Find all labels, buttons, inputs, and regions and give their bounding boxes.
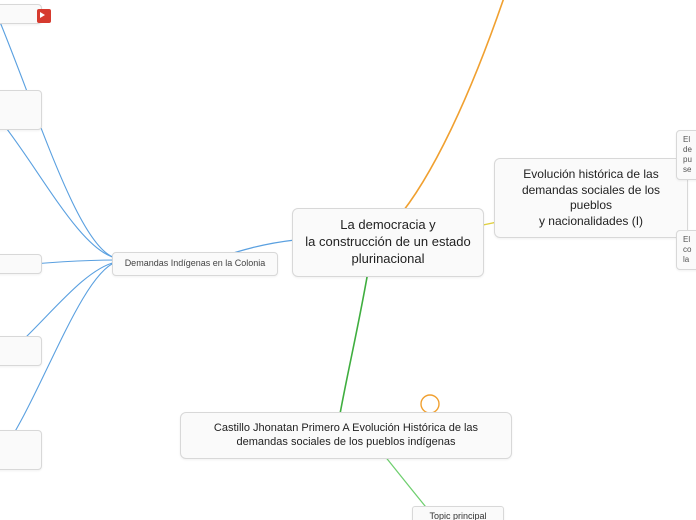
central-line: plurinacional	[305, 251, 471, 268]
stub-text: adanía	[0, 455, 35, 465]
stub-text: pu	[683, 155, 696, 165]
stub-text: El	[683, 135, 696, 145]
mindmap-canvas: { "colors": { "bg": "#ffffff", "nodeBg":…	[0, 0, 696, 520]
stub-text: inamarca.	[0, 259, 35, 269]
stub-text: a kichwa	[0, 351, 35, 361]
left-hub-node[interactable]: Demandas Indígenas en la Colonia	[112, 252, 278, 276]
caption-node[interactable]: Castillo Jhonatan Primero A Evolución Hi…	[180, 412, 512, 459]
stub-text: procura	[0, 435, 35, 445]
right-line: Evolución histórica de las	[507, 167, 675, 183]
attachment-icon	[37, 9, 51, 23]
stub-text: se	[683, 165, 696, 175]
right-stub-0[interactable]: El de pu se	[676, 130, 696, 180]
caption-line: Castillo Jhonatan Primero A Evolución Hi…	[193, 421, 499, 435]
right-stub-1[interactable]: El co la	[676, 230, 696, 270]
stub-text: co	[683, 245, 696, 255]
stub-text: ominio, así	[0, 445, 35, 455]
central-line: la construcción de un estado	[305, 234, 471, 251]
central-node[interactable]: La democracia y la construcción de un es…	[292, 208, 484, 277]
right-line: pueblos	[507, 198, 675, 214]
caption-line: demandas sociales de los pueblos indígen…	[193, 435, 499, 449]
left-stub-0[interactable]: o todas	[0, 4, 42, 24]
stub-text: de	[683, 145, 696, 155]
central-line: La democracia y	[305, 217, 471, 234]
left-stub-2[interactable]: inamarca.	[0, 254, 42, 274]
stub-text: scribir	[0, 95, 35, 105]
stub-text: o todas	[0, 9, 35, 19]
left-stub-3[interactable]: siglo a kichwa	[0, 336, 42, 366]
stub-text: la	[683, 255, 696, 265]
left-stub-1[interactable]: scribir lerno, que a.	[0, 90, 42, 130]
right-line: y nacionalidades (I)	[507, 214, 675, 230]
stub-text: a.	[0, 115, 35, 125]
stub-text: siglo	[0, 341, 35, 351]
left-stub-4[interactable]: procura ominio, así adanía	[0, 430, 42, 470]
topic-node[interactable]: Topic principal	[412, 506, 504, 520]
stub-text: El	[683, 235, 696, 245]
stub-text: lerno, que	[0, 105, 35, 115]
right-node[interactable]: Evolución histórica de las demandas soci…	[494, 158, 688, 238]
right-line: demandas sociales de los	[507, 183, 675, 199]
